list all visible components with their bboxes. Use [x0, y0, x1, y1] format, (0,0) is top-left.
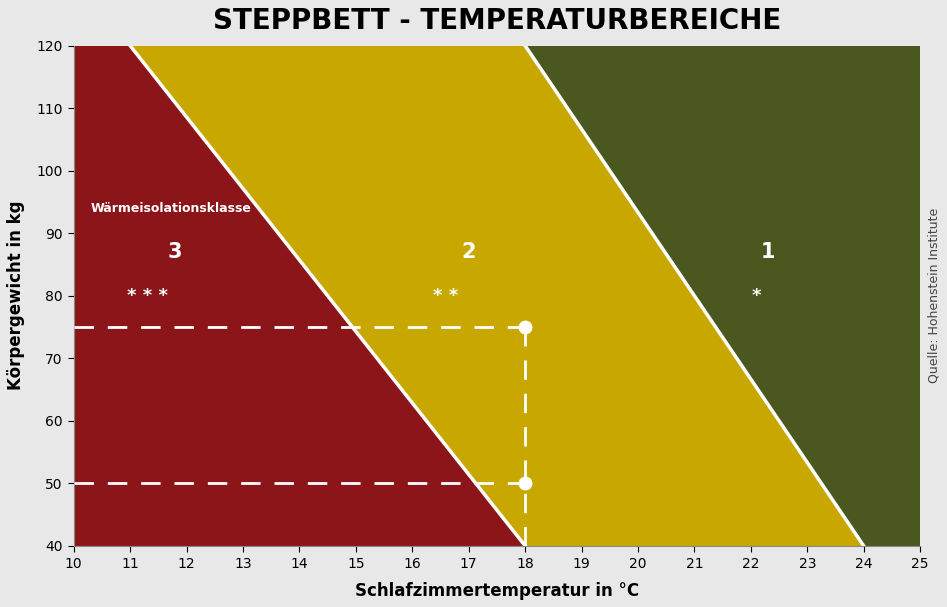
Text: *: * [752, 287, 761, 305]
Polygon shape [130, 46, 864, 546]
Title: STEPPBETT - TEMPERATURBEREICHE: STEPPBETT - TEMPERATURBEREICHE [213, 7, 781, 35]
Text: * *: * * [434, 287, 458, 305]
Y-axis label: Quelle: Hohenstein Institute: Quelle: Hohenstein Institute [927, 208, 940, 384]
Text: Wärmeisolationsklasse: Wärmeisolationsklasse [91, 202, 252, 215]
X-axis label: Schlafzimmertemperatur in °C: Schlafzimmertemperatur in °C [355, 582, 639, 600]
Text: 3: 3 [168, 242, 183, 262]
Text: 2: 2 [461, 242, 476, 262]
Polygon shape [525, 46, 920, 546]
Text: * * *: * * * [127, 287, 168, 305]
Text: 1: 1 [760, 242, 775, 262]
Y-axis label: Körpergewicht in kg: Körpergewicht in kg [7, 201, 25, 390]
Polygon shape [74, 46, 525, 546]
